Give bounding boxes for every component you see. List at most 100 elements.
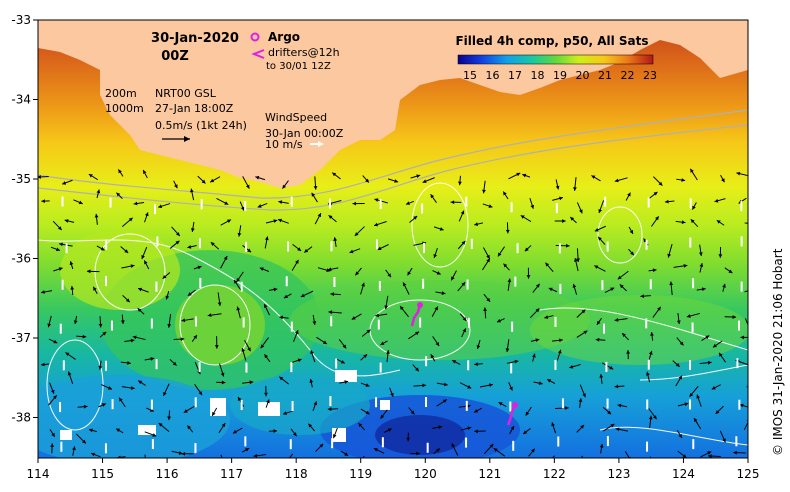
current-arrow-head: [322, 340, 327, 345]
current-arrow-head: [221, 423, 226, 428]
current-arrow-head: [699, 263, 704, 267]
current-arrow-head: [551, 422, 555, 427]
current-arrow-head: [107, 386, 112, 390]
current-arrow-head: [172, 361, 177, 366]
current-arrow-head: [594, 265, 599, 269]
current-arrow-head: [696, 394, 700, 399]
current-arrow-head: [694, 417, 698, 422]
current-arrow: [288, 453, 294, 458]
current-arrow-head: [591, 175, 596, 179]
lon-tick-label: 121: [478, 467, 501, 481]
current-arrow-head: [442, 399, 447, 404]
current-arrow-head: [217, 302, 222, 306]
current-arrow-head: [374, 222, 379, 227]
current-arrow-head: [711, 386, 716, 390]
current-arrow-head: [241, 348, 246, 352]
current-arrow-head: [128, 217, 133, 222]
current-arrow-head: [72, 446, 76, 451]
current-arrow-head: [416, 451, 420, 456]
current-arrow-head: [143, 170, 147, 175]
current-arrow-head: [260, 344, 265, 349]
colorbar-gradient: [457, 54, 654, 65]
current-arrow-head: [187, 292, 192, 296]
current-arrow-head: [610, 287, 615, 292]
current-arrow-head: [273, 429, 278, 433]
colorbar-tick-label: 18: [531, 69, 545, 82]
current-arrow-head: [708, 454, 712, 458]
current-arrow-head: [486, 297, 491, 302]
drifters-to-label: to 30/01 12Z: [266, 61, 331, 72]
current-arrow-head: [207, 313, 212, 318]
current-arrow-head: [58, 267, 63, 271]
current-arrow-head: [684, 402, 689, 407]
lon-tick-label: 119: [349, 467, 372, 481]
current-arrow-head: [384, 305, 389, 310]
current-arrow-head: [41, 290, 45, 294]
nrt-date: 27-Jan 18:00Z: [155, 102, 234, 115]
current-arrow-head: [232, 429, 237, 434]
current-arrow-head: [264, 236, 269, 241]
current-arrow-head: [547, 379, 552, 383]
current-arrow-head: [373, 448, 378, 452]
current-arrow-head: [722, 283, 726, 288]
current-arrow-head: [332, 434, 337, 439]
current-arrow-head: [249, 380, 254, 385]
current-arrow-head: [65, 352, 70, 357]
current-arrow-head: [255, 175, 260, 180]
current-arrow-head: [210, 178, 215, 183]
current-arrow-head: [181, 318, 186, 323]
current-arrow-head: [234, 279, 238, 284]
current-arrow-head: [435, 448, 440, 453]
current-arrow-head: [355, 271, 360, 276]
current-arrow-head: [366, 329, 371, 334]
current-arrow-head: [240, 206, 245, 211]
current-arrow-head: [594, 228, 599, 232]
current-arrow-head: [38, 175, 41, 179]
current-arrow-head: [317, 213, 321, 218]
depth-200-label: 200m: [105, 87, 137, 100]
current-arrow-head: [531, 448, 535, 453]
drifter-track-2: [506, 404, 517, 426]
current-arrow-head: [247, 248, 252, 253]
current-arrow-head: [330, 292, 334, 297]
current-arrow-head: [94, 213, 99, 218]
current-arrow-head: [137, 308, 142, 313]
current-arrow-head: [380, 341, 385, 345]
current-arrow-head: [144, 464, 148, 468]
current-arrow-head: [283, 411, 287, 415]
current-arrow-head: [119, 397, 123, 402]
current-arrow-head: [375, 313, 380, 318]
current-arrow-head: [498, 402, 503, 406]
current-arrow-head: [497, 252, 502, 257]
lon-tick-label: 116: [156, 467, 179, 481]
longitude-axis: 114 115 116 117 118 119 120 121 122 123 124 125: [27, 458, 759, 481]
current-arrow-head: [653, 191, 658, 196]
current-arrow-head: [630, 251, 634, 256]
current-arrow-head: [507, 278, 512, 283]
current-arrow-head: [91, 452, 95, 457]
current-arrow-head: [474, 222, 479, 226]
current-arrow-head: [483, 307, 488, 312]
current-scale-arrow-icon: [162, 136, 190, 142]
current-arrow-head: [236, 306, 241, 311]
current-arrow: [744, 290, 748, 293]
current-arrow-head: [520, 215, 525, 219]
current-arrow-head: [728, 269, 733, 274]
current-arrow-head: [678, 375, 682, 380]
copyright: © IMOS 31-Jan-2020 21:06 Hobart: [771, 248, 785, 456]
current-arrow-head: [144, 212, 149, 217]
current-arrow-head: [227, 219, 232, 223]
current-arrow-head: [505, 348, 510, 353]
current-arrow-head: [489, 383, 493, 388]
current-arrow-head: [581, 309, 586, 314]
current-arrow-head: [100, 246, 105, 251]
current-arrow-head: [580, 424, 585, 429]
current-arrow-head: [617, 275, 622, 280]
current-arrow-head: [51, 432, 55, 437]
current-arrow-head: [705, 335, 710, 340]
colorbar-title: Filled 4h comp, p50, All Sats: [455, 34, 648, 48]
current-arrow-head: [130, 338, 135, 343]
current-arrow-head: [596, 320, 601, 325]
current-arrow-head: [300, 293, 305, 298]
current-arrow-head: [681, 220, 686, 225]
